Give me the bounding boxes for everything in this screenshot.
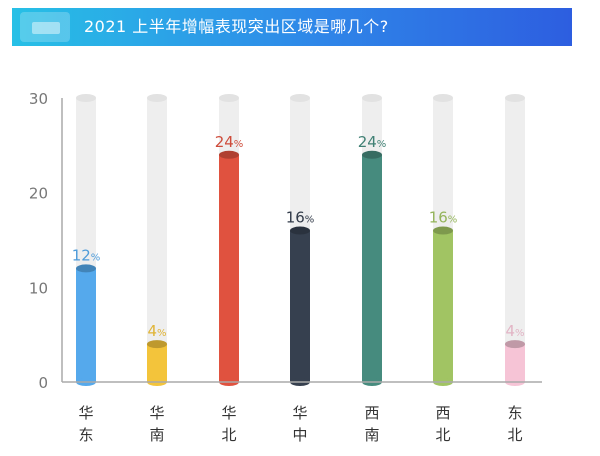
- category-label: 南: [149, 426, 164, 444]
- data-label-unit: %: [91, 252, 101, 263]
- bar-track-cap: [362, 94, 382, 102]
- title-banner: 2021 上半年增幅表现突出区域是哪几个?: [12, 8, 572, 46]
- bars: [76, 150, 525, 386]
- bar-cap: [433, 226, 453, 235]
- data-label-value: 16: [429, 209, 448, 227]
- y-tick-label: 10: [29, 279, 48, 297]
- data-label: 24%: [215, 133, 244, 151]
- y-tick-label: 0: [38, 374, 48, 392]
- bar-cap: [147, 340, 167, 349]
- category-label: 华: [292, 404, 307, 422]
- category-label: 华: [149, 404, 164, 422]
- category-label: 东: [507, 404, 522, 422]
- data-label-value: 4: [147, 322, 157, 340]
- bar-cap: [290, 226, 310, 235]
- data-label-value: 12: [72, 246, 91, 264]
- data-label-unit: %: [157, 328, 167, 339]
- bar-cap: [76, 264, 96, 273]
- bar-track: [147, 98, 167, 382]
- data-label: 16%: [429, 209, 458, 227]
- bar-track-cap: [505, 94, 525, 102]
- data-label-unit: %: [515, 328, 525, 339]
- bar: [76, 268, 96, 382]
- category-label: 南: [364, 426, 379, 444]
- data-label-value: 4: [505, 322, 515, 340]
- category-label: 西: [364, 404, 379, 422]
- data-label: 4%: [505, 322, 524, 340]
- bar-track-cap: [76, 94, 96, 102]
- y-tick-label: 20: [29, 185, 48, 203]
- data-label-value: 16: [286, 209, 305, 227]
- bar-track-cap: [147, 94, 167, 102]
- bar: [433, 230, 453, 382]
- data-label-unit: %: [234, 139, 244, 150]
- page-title: 2021 上半年增幅表现突出区域是哪几个?: [84, 17, 389, 36]
- bar-track-cap: [433, 94, 453, 102]
- category-label: 西: [435, 404, 450, 422]
- category-label: 东: [78, 426, 93, 444]
- data-label-unit: %: [448, 215, 458, 226]
- bar-track: [505, 98, 525, 382]
- data-label-unit: %: [305, 215, 315, 226]
- data-label: 24%: [358, 133, 387, 151]
- bar-cap: [362, 150, 382, 159]
- data-label: 12%: [72, 246, 101, 264]
- data-labels: 12%4%24%16%24%16%4%: [72, 133, 525, 340]
- category-label: 北: [435, 426, 450, 444]
- category-label: 北: [221, 426, 236, 444]
- bar-track-cap: [219, 94, 239, 102]
- bar: [362, 154, 382, 382]
- category-label: 华: [78, 404, 93, 422]
- bar: [505, 344, 525, 382]
- data-label: 4%: [147, 322, 166, 340]
- bar: [290, 230, 310, 382]
- banner-card-icon: [20, 12, 70, 42]
- data-label: 16%: [286, 209, 315, 227]
- bar-track-cap: [290, 94, 310, 102]
- bar-cap: [219, 150, 239, 159]
- bar-cap: [505, 340, 525, 349]
- bar: [147, 344, 167, 382]
- category-label: 中: [292, 426, 307, 444]
- category-label: 华: [221, 404, 236, 422]
- bar: [219, 154, 239, 382]
- data-label-value: 24: [215, 133, 234, 151]
- category-label: 北: [507, 426, 522, 444]
- data-label-unit: %: [377, 139, 387, 150]
- data-label-value: 24: [358, 133, 377, 151]
- y-tick-label: 30: [29, 90, 48, 108]
- axes: 0 10 20 30: [29, 90, 542, 392]
